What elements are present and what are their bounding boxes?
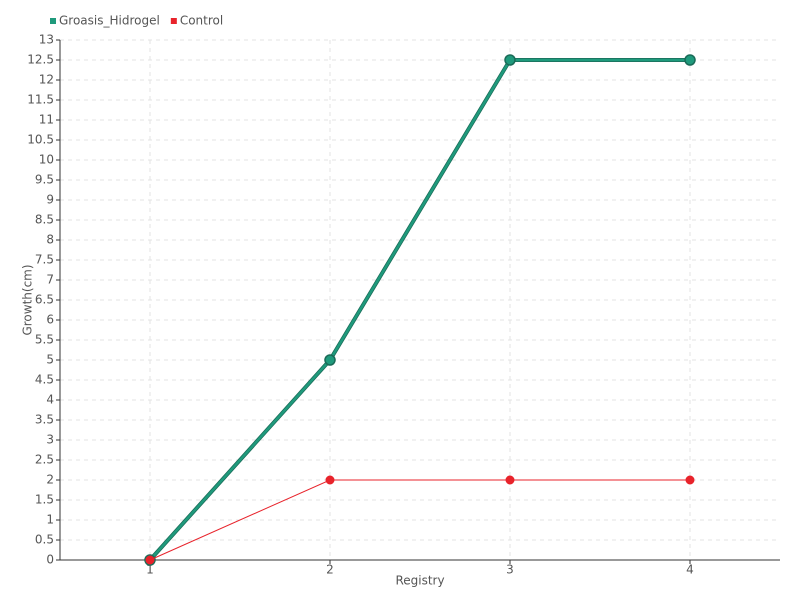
legend-swatch bbox=[170, 18, 177, 24]
x-tick-label: 3 bbox=[506, 563, 514, 577]
y-tick-label: 6.5 bbox=[35, 293, 54, 307]
data-point bbox=[685, 475, 695, 485]
y-tick-label: 7.5 bbox=[35, 253, 54, 267]
y-tick-label: 11.5 bbox=[27, 93, 54, 107]
legend-label: Groasis_Hidrogel bbox=[59, 14, 160, 28]
y-tick-label: 0 bbox=[46, 553, 54, 567]
y-tick-label: 8.5 bbox=[35, 213, 54, 227]
y-tick-label: 6 bbox=[46, 313, 54, 327]
x-tick-label: 4 bbox=[686, 563, 694, 577]
y-tick-label: 9.5 bbox=[35, 173, 54, 187]
y-tick-label: 10 bbox=[39, 153, 54, 167]
series-line-outline bbox=[148, 58, 690, 562]
y-tick-label: 3.5 bbox=[35, 413, 54, 427]
y-tick-label: 1.5 bbox=[35, 493, 54, 507]
y-tick-label: 11 bbox=[39, 113, 54, 127]
y-tick-label: 5 bbox=[46, 353, 54, 367]
y-tick-label: 2 bbox=[46, 473, 54, 487]
y-tick-label: 12 bbox=[39, 73, 54, 87]
y-tick-label: 4.5 bbox=[35, 373, 54, 387]
x-tick-label: 2 bbox=[326, 563, 334, 577]
y-tick-label: 2.5 bbox=[35, 453, 54, 467]
x-tick-label: 1 bbox=[146, 563, 154, 577]
y-tick-label: 7 bbox=[46, 273, 54, 287]
y-tick-label: 8 bbox=[46, 233, 54, 247]
legend-label: Control bbox=[180, 14, 223, 28]
y-tick-label: 4 bbox=[46, 393, 54, 407]
data-point bbox=[505, 475, 515, 485]
series-line bbox=[149, 479, 690, 561]
y-tick-label: 1 bbox=[46, 513, 54, 527]
y-tick-label: 12.5 bbox=[27, 53, 54, 67]
legend-swatch bbox=[50, 18, 56, 24]
y-tick-label: 10.5 bbox=[27, 133, 54, 147]
x-axis-label: Registry bbox=[395, 574, 444, 588]
y-tick-label: 9 bbox=[46, 193, 54, 207]
y-tick-label: 5.5 bbox=[35, 333, 54, 347]
series-line bbox=[149, 58, 690, 561]
data-point bbox=[684, 54, 696, 66]
y-axis-label: Growth(cm) bbox=[21, 264, 35, 335]
data-point bbox=[504, 54, 516, 66]
data-point bbox=[324, 354, 336, 366]
y-tick-label: 3 bbox=[46, 433, 54, 447]
data-point bbox=[145, 555, 155, 565]
y-tick-label: 0.5 bbox=[35, 533, 54, 547]
data-point bbox=[325, 475, 335, 485]
y-tick-label: 13 bbox=[39, 33, 54, 47]
